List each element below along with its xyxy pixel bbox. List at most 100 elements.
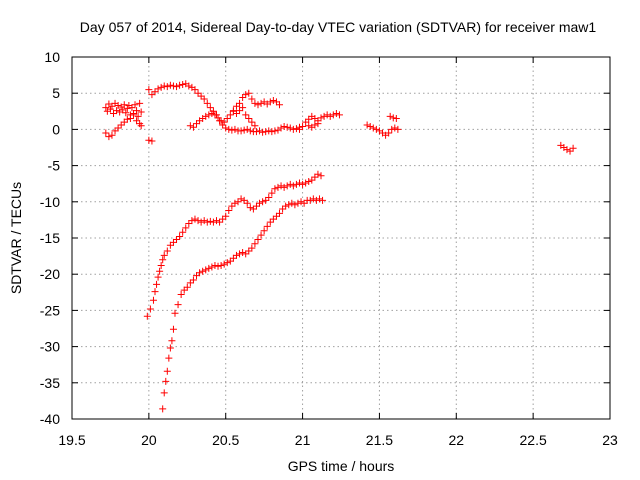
data-point-marker [277,124,285,132]
data-point-marker [317,114,325,122]
y-tick-label: -5 [48,158,61,174]
data-point-marker [299,180,307,188]
data-point-marker [248,95,256,103]
data-point-marker [272,98,280,106]
data-point-marker [259,198,267,206]
data-point-marker [220,118,228,126]
data-point-marker [186,122,194,130]
data-point-marker [169,82,177,90]
data-point-marker [315,195,323,203]
data-point-marker [305,122,313,130]
data-point-marker [271,185,279,193]
data-point-marker [388,125,396,133]
data-point-marker [266,218,274,226]
data-point-marker [159,405,167,413]
data-point-marker [206,104,214,112]
data-point-marker [208,109,216,117]
data-point-marker [226,111,234,119]
data-point-marker [283,182,291,190]
data-point-marker [317,172,325,180]
data-point-marker [148,137,156,145]
data-point-marker [285,201,293,209]
data-point-marker [251,99,259,107]
data-point-marker [176,233,184,241]
data-point-marker [245,89,253,97]
data-point-marker [256,127,264,135]
data-point-marker [102,104,110,112]
data-point-marker [199,267,207,275]
data-point-marker [319,196,327,204]
data-point-marker [246,204,254,212]
data-point-marker [283,123,291,131]
data-point-marker [302,179,310,187]
data-point-marker [305,178,313,186]
x-tick-label: 20.5 [212,432,239,448]
data-point-marker [145,136,153,144]
data-point-marker [257,99,265,107]
data-point-marker [189,123,197,131]
data-point-marker [220,260,228,268]
data-point-marker [217,262,225,270]
data-point-marker [203,218,211,226]
data-point-marker [231,199,239,207]
x-axis-ticks: 19.5 20 20.5 21 21.5 22 22.5 23 [58,57,618,448]
data-point-marker [160,389,168,397]
data-point-marker [202,112,210,120]
data-point-marker [129,111,137,119]
data-point-marker [162,377,170,385]
data-point-marker [153,280,161,288]
data-point-marker [269,96,277,104]
data-point-marker [286,124,294,132]
data-point-marker [157,83,165,91]
data-point-marker [277,182,285,190]
data-point-marker [179,228,187,236]
y-tick-label: -35 [40,375,60,391]
data-point-marker [294,199,302,207]
data-point-marker [117,121,125,129]
data-point-marker [252,128,260,136]
data-point-marker [197,218,205,226]
data-point-marker [276,209,284,217]
data-point-marker [262,128,270,136]
data-point-marker [202,266,210,274]
data-point-marker [106,105,114,113]
data-point-marker [119,106,127,114]
data-point-marker [154,273,162,281]
data-point-marker [169,325,177,333]
data-point-marker [151,288,159,296]
data-point-marker [326,112,334,120]
data-point-marker [219,215,227,223]
data-point-marker [113,107,121,115]
data-point-marker [110,109,118,117]
data-point-marker [289,182,297,190]
data-point-marker [254,101,262,109]
data-point-marker [191,86,199,94]
y-tick-label: 10 [44,49,60,65]
data-point-marker [363,121,371,129]
data-point-marker [214,114,222,122]
data-point-marker [226,257,234,265]
data-point-marker [193,272,201,280]
data-point-marker [272,212,280,220]
data-point-marker [288,199,296,207]
data-point-marker [266,98,274,106]
data-point-marker [323,111,331,119]
data-point-marker [156,267,164,275]
data-point-marker [236,250,244,258]
data-point-marker [123,115,131,123]
data-point-marker [372,125,380,133]
data-point-marker [248,118,256,126]
data-point-marker [280,123,288,131]
data-point-marker [232,102,240,110]
x-tick-label: 22 [448,432,464,448]
chart-title: Day 057 of 2014, Sidereal Day-to-day VTE… [80,19,597,35]
data-point-marker [279,205,287,213]
data-point-marker [292,125,300,133]
data-point-marker [259,128,267,136]
data-point-marker [160,82,168,90]
data-point-marker [320,112,328,120]
data-point-marker [123,104,131,112]
data-point-marker [305,115,313,123]
data-point-marker [145,86,153,94]
data-point-marker [225,125,233,133]
